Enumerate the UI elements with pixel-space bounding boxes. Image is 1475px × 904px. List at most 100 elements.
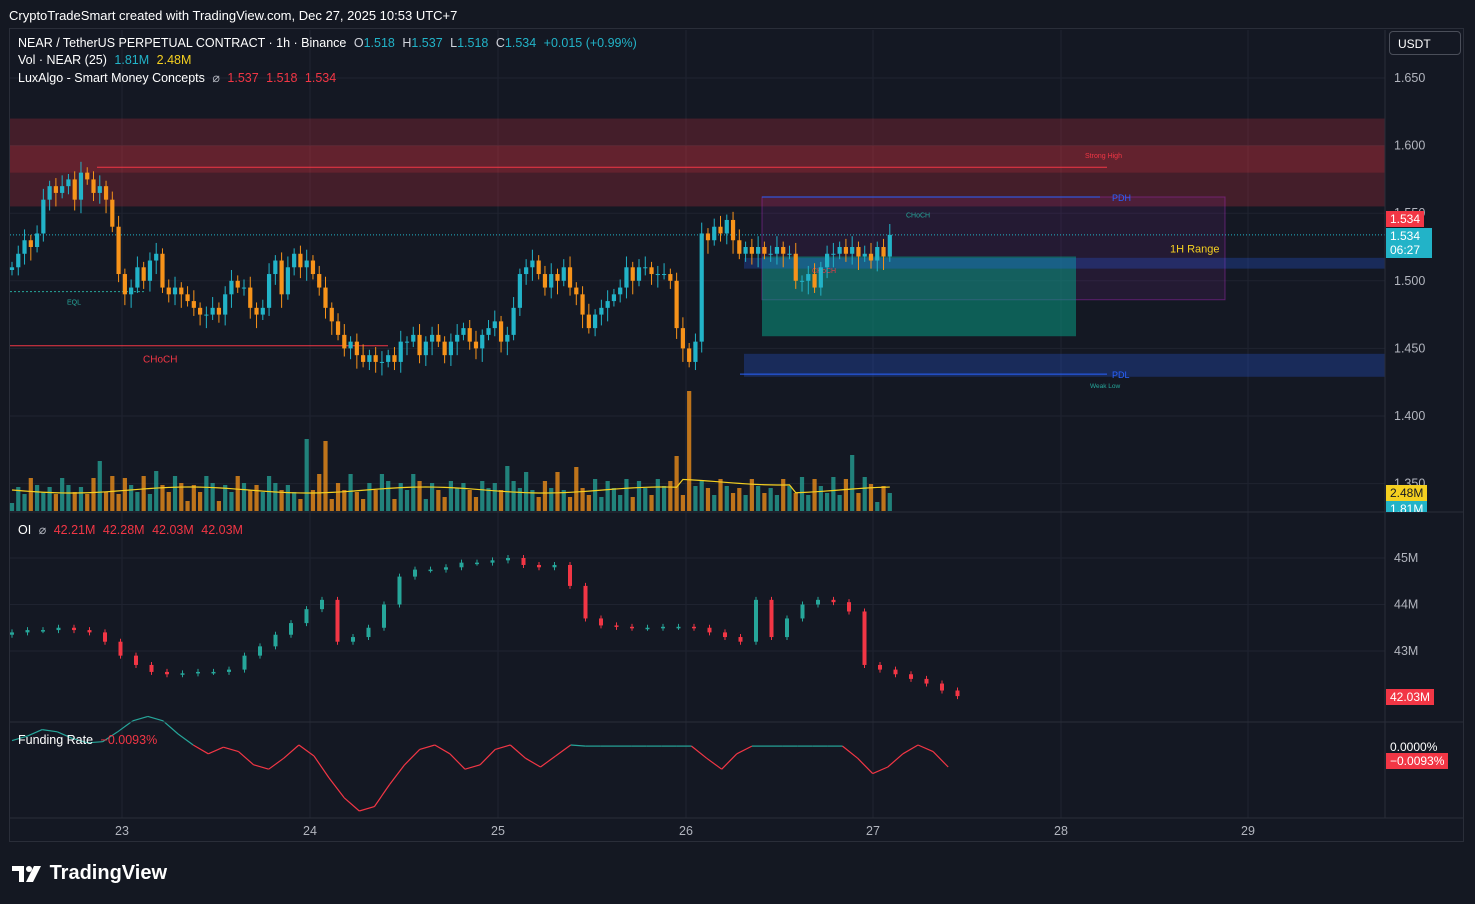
funding-segment [509,744,526,759]
price-tick-label: 1.450 [1394,341,1425,355]
oi-candle [785,618,789,638]
funding-line [11,715,949,812]
funding-segment [842,745,858,759]
legend-funding-value: −0.0093% [100,733,158,747]
price-candle [241,287,247,289]
price-candle [455,334,460,342]
legend-symbol: NEAR / TetherUS PERPETUAL CONTRACT · 1h … [18,36,347,50]
price-candle [743,247,748,254]
funding-segment [404,748,421,766]
volume-bar [868,484,874,511]
volume-bar [129,485,134,511]
volume-bar [28,478,33,511]
price-tag-current: 1.534 06:27 [1386,228,1432,258]
volume-bar [166,492,171,511]
price-candle [655,274,660,276]
price-candle [730,219,736,241]
volume-bar [404,490,410,511]
legend-low: 1.518 [457,36,489,50]
oi-tick-label: 45M [1394,551,1418,565]
volume-bar [730,493,736,511]
oi-candle [552,564,557,568]
volume-bar [97,461,102,511]
oi-candle [459,562,464,568]
volume-bar [154,471,159,511]
price-candle [806,274,811,281]
legend-high: 1.537 [411,36,443,50]
price-candle [536,260,541,275]
volume-bar [254,485,259,511]
volume-bar [266,476,272,511]
legend-ind-3: 1.534 [304,71,337,85]
volume-bar [335,483,341,511]
choch-label-red: CHoCH [812,268,836,275]
price-candle [599,307,604,315]
oi-tag: 42.03M [1386,689,1435,705]
price-candle [643,267,648,269]
legend-ind-1: 1.537 [227,71,259,85]
volume-bar [862,477,867,511]
time-tick-label: 27 [866,824,880,838]
funding-segment [268,757,285,770]
hidden-eye-icon[interactable]: ⌀ [38,523,47,537]
price-candle [724,219,729,234]
volume-bar [649,495,654,511]
oi-candle [41,630,45,632]
oi-candle [878,664,882,670]
price-candle [630,267,635,281]
volume-bar [22,494,27,511]
oi-candle [382,604,386,628]
tradingview-logo[interactable]: TradingView [12,862,167,885]
oi-candles [10,555,960,700]
price-candle [793,253,798,281]
price-candle [856,247,861,257]
price-candle [524,267,529,275]
funding-segment [162,720,179,735]
price-candle [367,355,372,362]
oi-candle [475,562,479,565]
volume-bar [724,486,729,511]
price-candle [317,274,322,288]
volume-bar [323,441,328,511]
chart-frame[interactable] [9,28,1464,842]
price-candle [210,307,215,315]
volume-bar [273,483,278,511]
price-candle [555,274,560,281]
price-candle [549,274,554,288]
volume-bar [172,476,178,511]
price-candle [636,267,642,281]
brand-name: TradingView [49,862,168,884]
tradingview-mark-icon [12,865,41,882]
volume-bar [160,485,165,511]
volume-bar [593,479,598,511]
oi-candle [103,632,107,642]
oi-candle [506,558,510,561]
volume-bar [668,481,673,511]
price-candle [561,267,566,281]
volume-bar [223,485,228,511]
volume-bar [793,493,798,511]
oi-candle [273,634,278,647]
volume-bar [398,483,403,511]
hidden-eye-icon[interactable]: ⌀ [212,71,220,85]
funding-segment [464,764,481,770]
funding-segment [373,784,390,807]
oi-candle [955,690,960,697]
price-candle [172,287,178,295]
volume-bar [812,479,817,511]
price-candles [9,161,892,376]
time-tick-label: 25 [491,824,505,838]
currency-button[interactable]: USDT [1389,31,1461,55]
price-candle [116,226,121,275]
volume-bar [260,492,265,511]
volume-bar [492,483,497,511]
volume-bar [204,476,209,511]
price-candle [72,179,77,200]
volume-bar [141,476,146,511]
order-block-blue [744,257,1385,269]
legend-oi-1: 42.21M [53,523,96,537]
legend-open: 1.518 [363,36,395,50]
volume-bars [9,391,892,511]
volume-bar [91,478,96,511]
